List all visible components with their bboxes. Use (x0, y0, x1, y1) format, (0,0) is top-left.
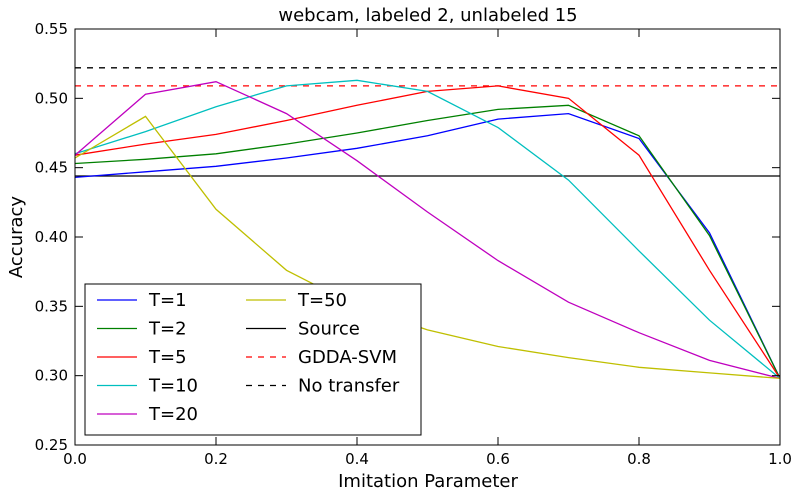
x-tick-label: 0.0 (63, 450, 87, 468)
legend-label: T=10 (148, 376, 198, 397)
chart-title: webcam, labeled 2, unlabeled 15 (278, 5, 577, 26)
x-tick-label: 0.8 (627, 450, 651, 468)
legend-label: T=5 (148, 347, 187, 368)
legend-box (84, 283, 422, 436)
legend-label: No transfer (298, 376, 400, 397)
y-tick-label: 0.30 (35, 367, 68, 385)
legend-label: T=20 (148, 404, 198, 425)
legend-label: GDDA-SVM (298, 347, 397, 368)
y-tick-label: 0.40 (35, 228, 68, 246)
y-tick-label: 0.25 (35, 436, 68, 454)
x-tick-label: 1.0 (768, 450, 792, 468)
x-tick-label: 0.6 (486, 450, 510, 468)
y-axis-label: Accuracy (6, 196, 27, 279)
y-tick-label: 0.35 (35, 297, 68, 315)
y-tick-label: 0.45 (35, 159, 68, 177)
legend-label: T=2 (148, 319, 187, 340)
y-tick-label: 0.50 (35, 89, 68, 107)
y-tick-label: 0.55 (35, 20, 68, 38)
series-line-3 (74, 79, 781, 379)
legend: T=1 T=2 T=5 T=10 T=20 T=50 Source GDDA-SVM No tr… (84, 283, 422, 436)
series-line-4 (74, 81, 781, 380)
legend-label: T=1 (148, 290, 187, 311)
plot-area: 0.0 0.2 0.4 0.6 0.8 1.0 0.25 0.30 0.35 0.40 0.45 0.… (35, 20, 792, 468)
series-line-5 (74, 115, 781, 380)
legend-label: Source (298, 319, 360, 340)
x-tick-label: 0.2 (204, 450, 228, 468)
legend-label: T=50 (297, 290, 347, 311)
x-axis-label: Imitation Parameter (338, 471, 518, 492)
x-tick-label: 0.4 (345, 450, 369, 468)
series-line-1 (74, 104, 781, 379)
